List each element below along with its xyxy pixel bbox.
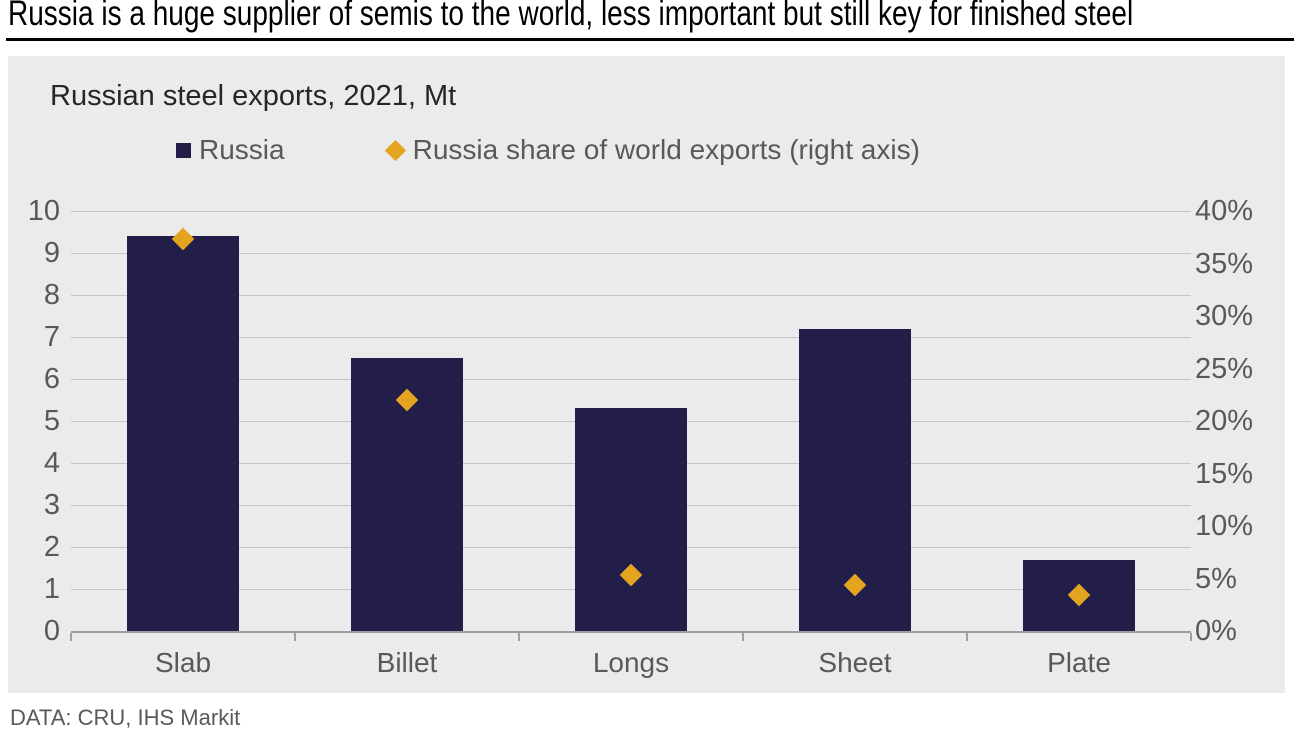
legend-label: Russia — [199, 134, 285, 165]
x-axis-line — [71, 631, 1191, 633]
gridline — [71, 252, 1191, 254]
x-axis-label-longs: Longs — [592, 647, 670, 678]
x-axis-tick — [518, 633, 520, 641]
y-axis-right-label: 15% — [1195, 457, 1254, 490]
x-axis-label-sheet: Sheet — [818, 647, 892, 678]
y-axis-right-label: 30% — [1195, 300, 1254, 332]
x-axis-label-billet: Billet — [376, 647, 438, 678]
x-axis-tick — [1190, 633, 1192, 641]
data-source-note: DATA: CRU, IHS Markit — [10, 705, 241, 730]
bar-longs — [575, 408, 687, 631]
x-axis-tick — [742, 633, 744, 641]
y-axis-left-label: 2 — [43, 531, 60, 563]
y-axis-right-label: 20% — [1195, 405, 1254, 437]
y-axis-left-label: 5 — [43, 405, 60, 437]
y-axis-left-label: 0 — [43, 615, 60, 647]
gridline — [71, 336, 1191, 338]
y-axis-left-label: 8 — [43, 279, 60, 311]
page-title: Russia is a huge supplier of semis to th… — [8, 0, 1134, 33]
y-axis-left-label: 3 — [43, 489, 60, 521]
legend-item-russia: Russia — [176, 134, 285, 166]
y-axis-right-label: 0% — [1195, 615, 1237, 647]
x-axis-tick — [966, 633, 968, 641]
title-rule — [6, 38, 1294, 41]
y-axis-left-label: 10 — [27, 195, 60, 227]
plot-area: Slab Billet Longs Sheet Plate — [70, 210, 1192, 678]
bar-series-swatch-icon — [176, 142, 191, 158]
legend-label: Russia share of world exports (right axi… — [412, 134, 920, 165]
x-axis-tick — [70, 633, 72, 641]
gridline — [71, 294, 1191, 296]
diamond-series-swatch-icon — [384, 139, 406, 161]
y-axis-right-label: 10% — [1195, 510, 1254, 542]
chart-legend: Russia Russia share of world exports (ri… — [176, 134, 920, 166]
legend-item-share: Russia share of world exports (right axi… — [384, 134, 920, 166]
gridline — [71, 210, 1191, 212]
y-axis-right-label: 25% — [1195, 352, 1254, 385]
y-axis-right-label: 40% — [1195, 195, 1254, 227]
y-axis-left-label: 1 — [43, 573, 60, 605]
y-axis-right-label: 5% — [1195, 562, 1237, 595]
y-axis-right-label: 35% — [1195, 247, 1254, 280]
gridline — [71, 378, 1191, 380]
x-axis-tick — [294, 633, 296, 641]
y-axis-left-label: 7 — [43, 321, 60, 353]
x-axis-label-slab: Slab — [154, 647, 212, 678]
bar-slab — [127, 236, 239, 631]
y-axis-left-label: 9 — [43, 237, 60, 269]
x-axis-label-plate: Plate — [1047, 647, 1111, 678]
chart-panel: Russian steel exports, 2021, Mt Russia R… — [8, 56, 1285, 693]
y-axis-left-label: 6 — [43, 363, 60, 395]
y-axis-left-label: 4 — [43, 447, 60, 479]
chart-title: Russian steel exports, 2021, Mt — [50, 80, 457, 112]
